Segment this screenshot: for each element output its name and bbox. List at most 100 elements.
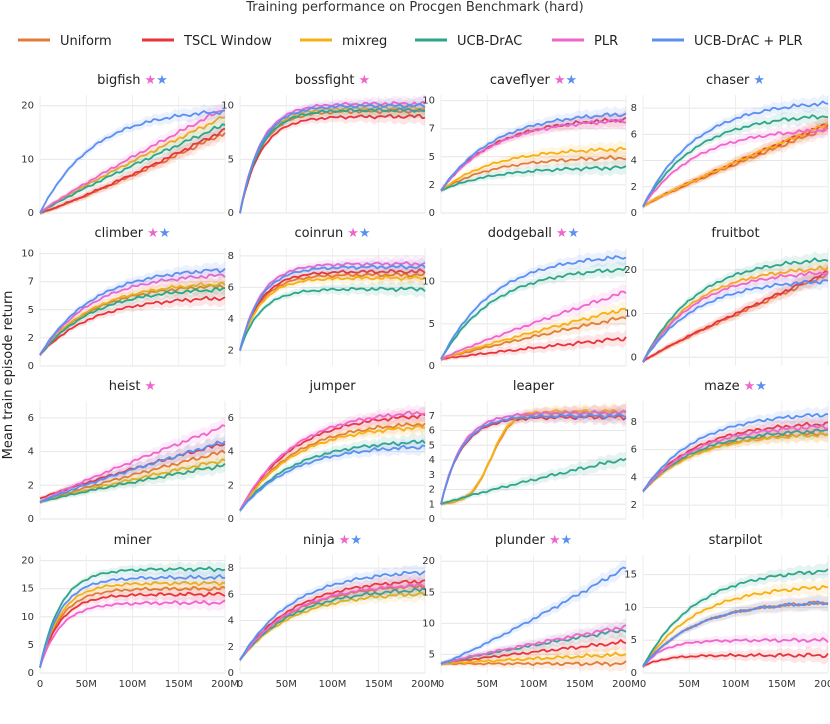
x-tick-label: 200M bbox=[411, 679, 439, 690]
x-tick-label: 100M bbox=[119, 679, 147, 690]
series-band-ucb-drac-plr bbox=[240, 257, 425, 353]
figure-title: Training performance on Procgen Benchmar… bbox=[245, 0, 583, 15]
x-tick-label: 200M bbox=[211, 679, 239, 690]
y-tick-label: 0 bbox=[28, 668, 34, 679]
series-line-tscl-window bbox=[440, 336, 627, 361]
y-axis-label: Mean train episode return bbox=[1, 291, 16, 460]
series-line-uniform bbox=[39, 585, 226, 668]
series-line-mixreg bbox=[642, 265, 829, 362]
panel-title-text: bossfight bbox=[295, 73, 355, 88]
x-tick-label: 50M bbox=[76, 679, 97, 690]
series-line-ucb-drac-plr bbox=[39, 268, 226, 356]
x-tick-label: 0 bbox=[438, 679, 444, 690]
y-tick-label: 2 bbox=[228, 345, 234, 356]
panel-title: miner bbox=[114, 533, 153, 548]
panel-title-text: bigfish bbox=[97, 73, 140, 88]
legend-item: UCB-DrAC + PLR bbox=[652, 34, 803, 49]
y-tick-label: 0 bbox=[631, 668, 637, 679]
series-line-plr bbox=[440, 624, 627, 665]
series-band-mixreg bbox=[40, 275, 225, 357]
star-icon: ★ bbox=[560, 533, 572, 548]
legend-item: UCB-DrAC bbox=[415, 34, 522, 49]
star-icon: ★ bbox=[566, 73, 578, 88]
y-tick-label: 10 bbox=[422, 618, 435, 629]
series-line-ucb-drac bbox=[642, 114, 829, 208]
series-line-ucb-drac bbox=[39, 287, 226, 355]
series-band-ucb-drac bbox=[40, 560, 225, 670]
y-tick-label: 0 bbox=[228, 208, 234, 219]
series-line-ucb-drac bbox=[239, 439, 426, 512]
legend-label: Uniform bbox=[60, 34, 112, 49]
panel-title-text: coinrun bbox=[294, 226, 343, 241]
y-tick-label: 15 bbox=[422, 587, 435, 598]
series-line-ucb-drac bbox=[39, 566, 226, 668]
y-tick-label: 10 bbox=[422, 277, 435, 288]
chart-panel-starpilot: 0 5 10 15 0 50M 100M 150M 200M starpilot bbox=[624, 533, 830, 690]
y-tick-label: 4 bbox=[429, 455, 435, 466]
panel-title: caveflyer ★★ bbox=[490, 73, 577, 88]
series-line-plr bbox=[440, 118, 627, 192]
series-line-ucb-drac-plr bbox=[440, 112, 627, 191]
series-band-plr bbox=[643, 264, 828, 364]
x-tick-label: 100M bbox=[319, 679, 347, 690]
y-tick-label: 2 bbox=[429, 485, 435, 496]
series-line-mixreg bbox=[642, 584, 829, 668]
series-line-uniform bbox=[440, 154, 627, 192]
series-line-uniform bbox=[39, 449, 226, 504]
series-line-ucb-drac-plr bbox=[440, 413, 627, 505]
series-line-ucb-drac bbox=[239, 107, 426, 214]
y-tick-label: 4 bbox=[631, 156, 637, 167]
panel-title: bigfish ★★ bbox=[97, 73, 168, 88]
series-line-tscl-window bbox=[39, 591, 226, 668]
x-tick-label: 150M bbox=[365, 679, 393, 690]
y-tick-label: 4 bbox=[228, 314, 234, 325]
panel-title-text: fruitbot bbox=[711, 226, 759, 241]
y-tick-label: 5 bbox=[28, 640, 34, 651]
panel-title: leaper bbox=[513, 379, 555, 394]
panel-title-text: starpilot bbox=[709, 533, 763, 548]
series-band-ucb-drac-plr bbox=[441, 560, 626, 666]
series-line-ucb-drac bbox=[642, 568, 829, 667]
y-tick-label: 6 bbox=[631, 445, 637, 456]
series-line-mixreg bbox=[39, 281, 226, 356]
series-line-plr bbox=[39, 109, 226, 214]
star-icon: ★ bbox=[556, 226, 568, 241]
series-line-mixreg bbox=[440, 307, 626, 361]
legend-label: mixreg bbox=[342, 34, 387, 49]
y-tick-label: 10 bbox=[422, 96, 435, 107]
y-tick-label: 7 bbox=[429, 124, 435, 135]
chart-panel-dodgeball: 0 5 10 dodgeball ★★ bbox=[422, 226, 627, 372]
series-line-ucb-drac-plr bbox=[239, 103, 426, 214]
y-tick-label: 10 bbox=[21, 249, 34, 260]
y-tick-label: 0 bbox=[28, 514, 34, 525]
chart-panel-maze: 2 4 6 8 maze ★★ bbox=[631, 379, 829, 519]
x-tick-label: 50M bbox=[276, 679, 297, 690]
series-line-plr bbox=[642, 126, 829, 207]
star-icon: ★ bbox=[339, 533, 351, 548]
y-tick-label: 8 bbox=[631, 103, 637, 114]
panel-title-text: jumper bbox=[308, 379, 356, 394]
legend-item: TSCL Window bbox=[142, 34, 272, 49]
series-line-tscl-window bbox=[440, 639, 627, 665]
panel-title: heist ★ bbox=[109, 379, 156, 394]
legend-label: UCB-DrAC bbox=[457, 34, 522, 49]
x-tick-label: 200M bbox=[612, 679, 640, 690]
star-icon: ★ bbox=[753, 73, 765, 88]
y-tick-label: 0 bbox=[631, 352, 637, 363]
panel-title-text: maze bbox=[704, 379, 739, 394]
panel-title: bossfight ★ bbox=[295, 73, 370, 88]
series-line-ucb-drac bbox=[440, 165, 627, 192]
panel-title: climber ★★ bbox=[95, 226, 171, 241]
panel-title-text: dodgeball bbox=[488, 226, 552, 241]
y-tick-label: 7 bbox=[28, 277, 34, 288]
y-tick-label: 8 bbox=[228, 563, 234, 574]
series-band-plr bbox=[643, 120, 828, 209]
legend-item: mixreg bbox=[300, 34, 387, 49]
y-tick-label: 4 bbox=[228, 616, 234, 627]
star-icon: ★ bbox=[350, 533, 362, 548]
y-tick-label: 0 bbox=[28, 361, 34, 372]
series-line-uniform bbox=[440, 316, 627, 361]
